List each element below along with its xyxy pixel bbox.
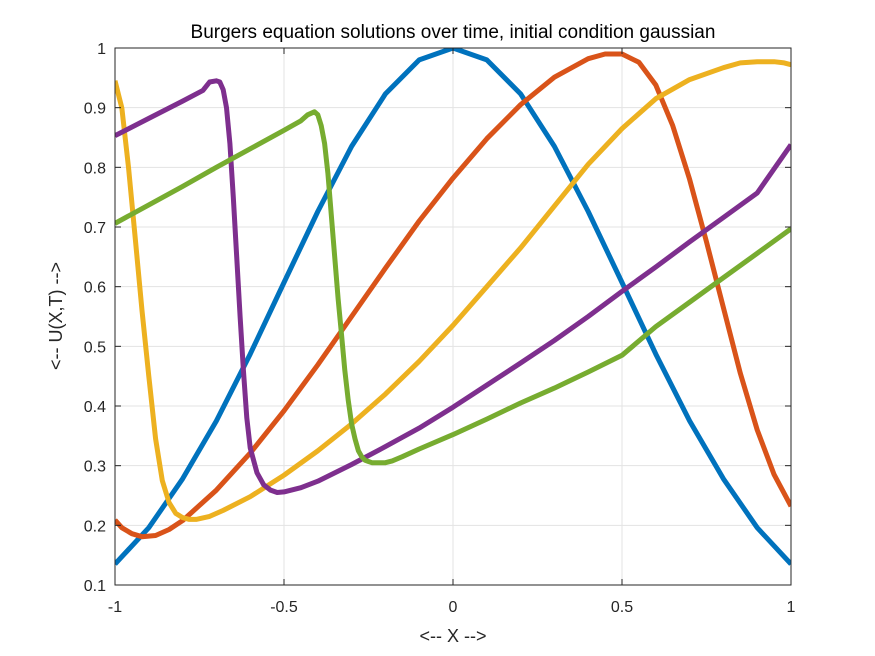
x-tick-label: 1 (787, 599, 796, 616)
y-tick-labels: 0.1 0.2 0.3 0.4 0.5 0.6 0.7 0.8 0.9 1 (84, 41, 106, 595)
series-line-1 (115, 48, 791, 566)
chart-title: Burgers equation solutions over time, in… (191, 22, 716, 43)
y-tick-label: 0.5 (84, 339, 106, 356)
series-line-5 (115, 109, 791, 466)
y-tick-label: 1 (97, 41, 106, 58)
x-tick-label: -1 (108, 599, 122, 616)
x-tick-label: 0.5 (611, 599, 633, 616)
y-tick-label: 0.9 (84, 101, 106, 118)
series-line-2 (115, 51, 791, 540)
y-tick-label: 0.2 (84, 518, 106, 535)
y-tick-label: 0.4 (84, 399, 106, 416)
y-axis-label: <-- U(X,T) --> (46, 262, 66, 370)
ticks (114, 47, 792, 586)
grid (115, 48, 791, 585)
y-tick-label: 0.8 (84, 160, 106, 177)
x-tick-labels: -1 -0.5 0 0.5 1 (108, 599, 796, 616)
y-tick-label: 0.7 (84, 220, 106, 237)
series-line-4 (115, 78, 791, 495)
x-axis-label: <-- X --> (419, 626, 486, 646)
x-tick-label: 0 (449, 599, 458, 616)
y-tick-label: 0.1 (84, 578, 106, 595)
series-layer (115, 48, 791, 566)
y-tick-label: 0.3 (84, 459, 106, 476)
y-tick-label: 0.6 (84, 280, 106, 297)
series-line-3 (115, 59, 791, 522)
x-tick-label: -0.5 (270, 599, 298, 616)
